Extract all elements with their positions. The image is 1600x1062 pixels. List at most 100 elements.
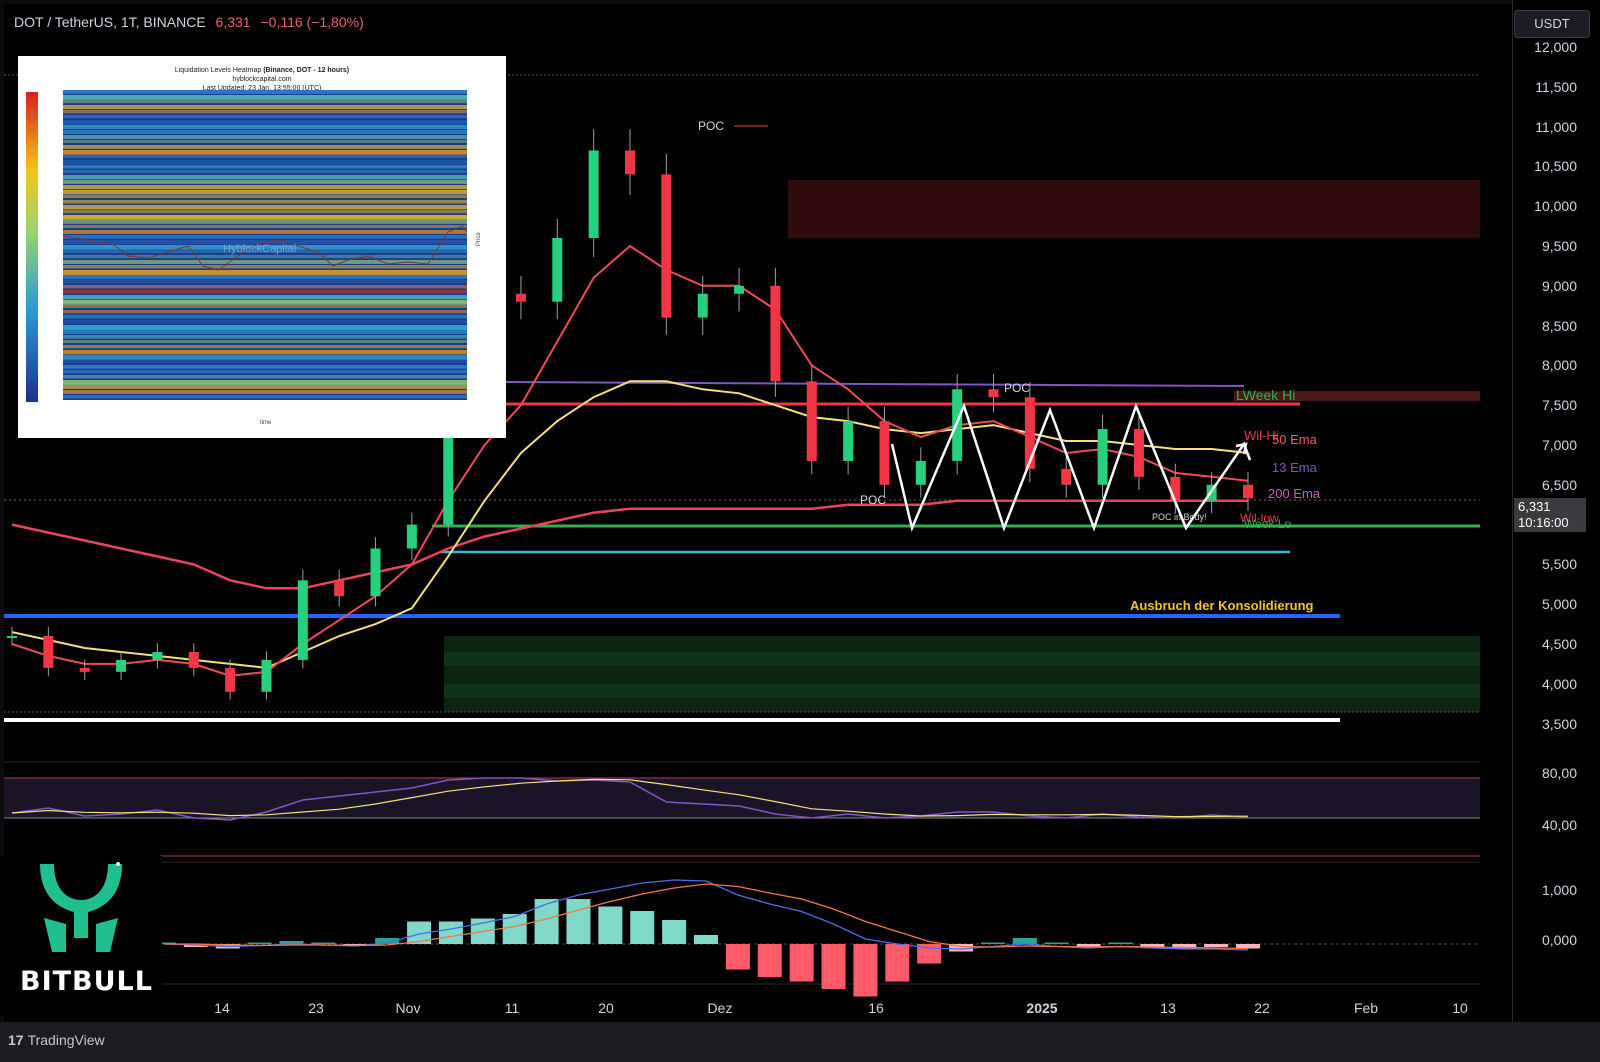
heatmap-band bbox=[63, 375, 467, 379]
time-axis-label: 16 bbox=[868, 1000, 884, 1016]
heatmap-band bbox=[63, 180, 467, 184]
heatmap-band bbox=[63, 190, 467, 195]
bitbull-logo-mark bbox=[40, 862, 122, 952]
time-axis-label: 20 bbox=[598, 1000, 614, 1016]
macd-histogram-bar bbox=[1012, 938, 1037, 944]
inset-title: Liquidation Levels Heatmap (Binance, DOT… bbox=[18, 66, 506, 75]
price-axis-label: 10,000 bbox=[1534, 198, 1577, 215]
candle-body bbox=[334, 580, 345, 597]
price-axis-label: 12,000 bbox=[1534, 39, 1577, 55]
ema13-line bbox=[11, 244, 1249, 677]
time-axis-label: Feb bbox=[1353, 1000, 1379, 1016]
heatmap-band bbox=[63, 260, 467, 264]
heatmap-band bbox=[63, 350, 467, 355]
heatmap-band bbox=[63, 135, 467, 140]
ema200-series bbox=[11, 499, 1248, 590]
heatmap-band bbox=[63, 195, 467, 199]
heatmap-band bbox=[63, 280, 467, 284]
heatmap-band bbox=[63, 90, 467, 94]
symbol-header[interactable]: DOT / TetherUS, 1T, BINANCE 6,331 −0,116… bbox=[14, 14, 364, 30]
macd-signal-line bbox=[164, 883, 1249, 950]
heatmap-band bbox=[63, 300, 467, 305]
heatmap-band bbox=[63, 270, 467, 275]
heatmap-band bbox=[63, 340, 467, 344]
current-price-value: 6,331 bbox=[1518, 499, 1551, 514]
macd-histogram-bar bbox=[279, 941, 304, 944]
heatmap-band bbox=[63, 150, 467, 155]
heatmap-band bbox=[63, 330, 467, 334]
inset-title-prefix: Liquidation Levels Heatmap bbox=[174, 67, 262, 74]
candle-body bbox=[879, 421, 890, 485]
heatmap-band bbox=[63, 160, 467, 165]
last-price: 6,331 bbox=[215, 14, 251, 30]
candle-body bbox=[515, 293, 526, 302]
macd-histogram-bar bbox=[375, 938, 400, 944]
time-axis-label: 13 bbox=[1160, 1000, 1176, 1016]
heatmap-price-line bbox=[62, 225, 468, 271]
ema13-series bbox=[11, 244, 1249, 677]
macd-histogram-bar bbox=[757, 944, 782, 977]
macd-histogram-bar bbox=[917, 944, 942, 964]
supply-zone bbox=[788, 180, 1480, 238]
tradingview-brand[interactable]: 17 TradingView bbox=[8, 1032, 105, 1048]
heatmap-band bbox=[63, 95, 467, 100]
price-change: −0,116 (−1,80%) bbox=[260, 14, 364, 30]
macd-histogram-bar bbox=[662, 920, 687, 944]
rsi-ma-line bbox=[11, 778, 1249, 818]
macd-histogram-bar bbox=[311, 942, 336, 944]
candle-body bbox=[988, 389, 999, 398]
price-axis-label: 9,000 bbox=[1541, 277, 1577, 294]
currency-button[interactable]: USDT bbox=[1514, 10, 1590, 38]
ema50-line bbox=[11, 380, 1249, 669]
price-axis-label: 11,500 bbox=[1535, 78, 1577, 95]
heatmap-band bbox=[63, 250, 467, 254]
rsi-band bbox=[4, 778, 1480, 818]
candle-body bbox=[79, 667, 90, 672]
time-axis-label: 23 bbox=[308, 1000, 324, 1016]
time-axis-label: Dez bbox=[707, 1000, 733, 1016]
candle-body bbox=[734, 285, 745, 294]
heatmap-band bbox=[63, 310, 467, 314]
consolidation-zigzag bbox=[890, 402, 1252, 532]
indicator-axis-label: 1,000 bbox=[1541, 882, 1577, 898]
heatmap-band bbox=[63, 210, 467, 214]
candle-body bbox=[697, 293, 708, 318]
heatmap-band bbox=[63, 315, 467, 319]
poc-inbody-label: POC in Body! bbox=[1152, 512, 1207, 522]
macd-histogram-bar bbox=[1076, 944, 1101, 947]
heatmap-band bbox=[63, 275, 467, 279]
rsi-series bbox=[11, 777, 1249, 821]
macd-histogram-bar bbox=[152, 942, 176, 944]
chart-canvas[interactable]: POC POC POC POC in Body! LWeek Hi Wil-Hi… bbox=[4, 4, 1512, 1022]
breakout-label: Ausbruch der Konsolidierung bbox=[1130, 598, 1314, 613]
candle-body bbox=[1061, 468, 1072, 485]
heatmap-band bbox=[63, 235, 467, 239]
ema50-series bbox=[11, 380, 1249, 669]
tradingview-label: TradingView bbox=[27, 1032, 105, 1048]
heatmap-band bbox=[63, 325, 467, 330]
heatmap-band bbox=[63, 290, 467, 294]
candle-body bbox=[7, 636, 17, 639]
price-axis-label: 11,000 bbox=[1535, 118, 1577, 135]
heatmap-band bbox=[63, 285, 467, 289]
heatmap-band bbox=[63, 200, 467, 204]
heatmap-band bbox=[63, 145, 467, 149]
wil-low-label: Wil-low bbox=[1240, 511, 1279, 525]
candle-body bbox=[1097, 429, 1108, 485]
heatmap-band bbox=[63, 380, 467, 385]
heatmap-band bbox=[63, 385, 467, 389]
price-axis-label: 8,500 bbox=[1541, 317, 1577, 334]
candle-body bbox=[1170, 476, 1181, 501]
macd-histogram-bar bbox=[694, 935, 718, 944]
inset-updated: Last Updated: 23 Jan, 13:55:00 (UTC) bbox=[202, 85, 322, 92]
heatmap-band bbox=[63, 215, 467, 220]
candle-body bbox=[261, 659, 272, 692]
heatmap-band bbox=[63, 295, 467, 300]
heatmap-band bbox=[63, 205, 467, 210]
price-axis-label: 4,000 bbox=[1541, 675, 1577, 692]
ema50-label: 50 Ema bbox=[1272, 432, 1318, 447]
rsi-line bbox=[11, 777, 1249, 821]
candle-body bbox=[225, 667, 236, 692]
macd-histogram-bar bbox=[1140, 944, 1165, 947]
heatmap-band bbox=[63, 395, 467, 399]
